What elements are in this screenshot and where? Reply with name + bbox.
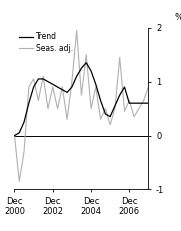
Legend: Trend, Seas. adj.: Trend, Seas. adj. (18, 32, 74, 53)
Text: %: % (175, 13, 181, 22)
